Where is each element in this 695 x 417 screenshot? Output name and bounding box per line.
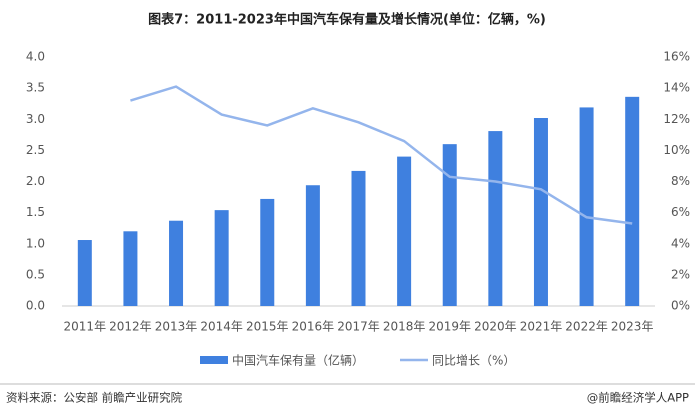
x-tick-label: 2020年	[474, 320, 517, 334]
x-tick-label: 2017年	[337, 320, 380, 334]
legend-label: 同比增长（%）	[432, 354, 515, 368]
y2-tick-label: 12%	[663, 112, 690, 126]
bar	[214, 210, 229, 306]
bar	[260, 198, 275, 306]
x-tick-label: 2015年	[246, 320, 289, 334]
legend-label: 中国汽车保有量（亿辆）	[232, 353, 364, 368]
bar	[123, 231, 138, 306]
credit: @前瞻经济学人APP	[587, 391, 689, 405]
x-tick-label: 2012年	[109, 320, 152, 334]
x-tick-label: 2011年	[64, 320, 107, 334]
y2-tick-label: 0%	[671, 299, 690, 313]
bar	[533, 118, 548, 306]
x-tick-label: 2016年	[292, 320, 335, 334]
bar	[305, 185, 320, 306]
y2-tick-label: 8%	[671, 174, 690, 188]
y-tick-label: 0.5	[26, 267, 45, 281]
line	[130, 85, 633, 225]
y-tick-label: 1.0	[26, 236, 45, 250]
bar	[351, 170, 366, 306]
bar	[442, 144, 457, 306]
y-tick-label: 2.0	[26, 174, 45, 188]
bar	[397, 156, 412, 306]
x-tick-label: 2022年	[565, 320, 608, 334]
y-tick-label: 4.0	[26, 50, 45, 64]
y-tick-label: 0.0	[26, 299, 45, 313]
x-tick-label: 2023年	[611, 320, 654, 334]
x-tick-label: 2021年	[520, 320, 563, 334]
bar	[579, 107, 594, 306]
y2-tick-label: 16%	[663, 50, 690, 64]
y2-tick-label: 6%	[671, 205, 690, 219]
y2-tick-label: 10%	[663, 143, 690, 157]
x-tick-label: 2014年	[200, 320, 243, 334]
bar	[488, 131, 503, 306]
y2-tick-label: 2%	[671, 267, 690, 281]
y-tick-label: 2.5	[26, 143, 45, 157]
legend-swatch	[200, 356, 228, 364]
bar	[625, 96, 640, 306]
y2-tick-label: 4%	[671, 236, 690, 250]
source: 资料来源：公安部 前瞻产业研究院	[6, 391, 183, 405]
bar	[169, 220, 184, 306]
y2-tick-label: 14%	[663, 81, 690, 95]
chart-title: 图表7：2011-2023年中国汽车保有量及增长情况(单位：亿辆，%)	[148, 12, 546, 28]
y-tick-label: 3.5	[26, 81, 45, 95]
y-tick-label: 1.5	[26, 205, 45, 219]
x-tick-label: 2019年	[428, 320, 471, 334]
x-tick-label: 2013年	[155, 320, 198, 334]
y-tick-label: 3.0	[26, 112, 45, 126]
bar	[77, 240, 92, 306]
x-tick-label: 2018年	[383, 320, 426, 334]
